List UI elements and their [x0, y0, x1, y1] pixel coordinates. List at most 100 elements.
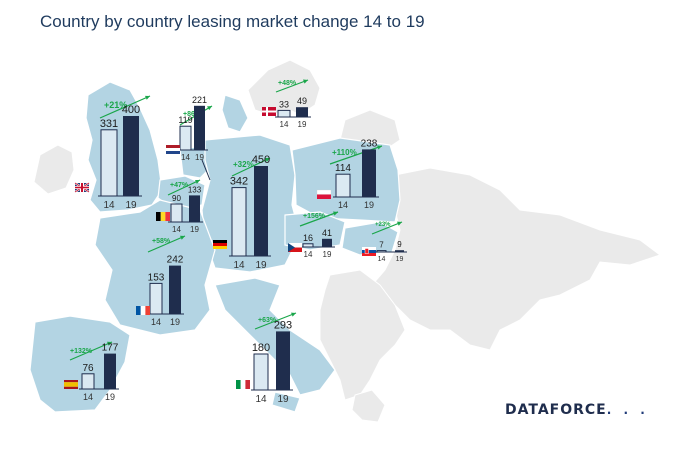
growth-arrow-belgium: [167, 179, 201, 196]
growth-arrow-uk: [99, 95, 151, 119]
change-label-uk: +21%: [104, 100, 127, 110]
growth-arrow-head-netherlands: [207, 106, 212, 111]
country-chart-czech: +156% 16 14 41 19: [288, 211, 339, 259]
year-label-france-19: 19: [170, 317, 180, 327]
country-charts: +21% 331 14 400 19 +86%119 14 221 19 +48% 33 14 49 19…: [64, 79, 407, 405]
value-label-denmark-14: 33: [279, 99, 289, 109]
change-label-france: +58%: [152, 238, 171, 245]
country-chart-poland: +110% 114 14 238 19: [316, 138, 383, 210]
country-chart-italy: +63% 180 14 293 19: [236, 312, 297, 405]
year-label-denmark-19: 19: [298, 120, 307, 129]
poland-flag-icon: [316, 189, 332, 199]
country-chart-uk: +21% 331 14 400 19: [74, 95, 151, 211]
year-label-slovakia-19: 19: [396, 256, 404, 263]
bar-belgium-19: [189, 195, 200, 222]
other-land: [33, 59, 662, 423]
value-label-denmark-19: 49: [297, 96, 307, 106]
dataforce-logo: DATAFORCE. . .: [505, 402, 649, 418]
growth-arrow-spain: [69, 341, 113, 361]
value-label-slovakia-14: 7: [379, 241, 384, 250]
logo-dots: . . .: [606, 403, 649, 417]
value-label-spain-19: 177: [102, 343, 119, 354]
bar-spain-19: [104, 353, 116, 389]
country-chart-germany: +32% 342 14 450 19: [213, 154, 271, 271]
value-label-czech-14: 16: [303, 233, 313, 243]
bar-poland-14: [335, 173, 351, 198]
growth-arrow-head-uk: [145, 95, 150, 100]
value-label-poland-19: 238: [361, 138, 378, 149]
year-label-belgium-14: 14: [172, 225, 181, 234]
growth-arrow-czech: [299, 211, 339, 227]
belgium-flag-icon: [156, 212, 170, 221]
sicily-land: [271, 391, 301, 413]
bar-italy-19: [276, 331, 290, 390]
bar-belgium-14: [170, 203, 183, 223]
value-label-france-19: 242: [167, 255, 184, 266]
growth-arrow-head-poland: [377, 145, 382, 150]
germany-flag-icon: [213, 240, 227, 249]
year-label-germany-19: 19: [255, 260, 267, 271]
bar-spain-14: [81, 373, 95, 390]
bar-denmark-14: [277, 109, 291, 118]
growth-arrow-germany: [231, 157, 271, 177]
year-label-spain-19: 19: [105, 392, 115, 402]
year-label-uk-14: 14: [103, 200, 115, 211]
year-label-poland-19: 19: [364, 200, 374, 210]
value-label-netherlands-19: 221: [192, 95, 207, 105]
italy-land: [214, 277, 336, 396]
ireland-land: [33, 144, 75, 195]
bar-slovakia-19: [395, 250, 404, 252]
change-label-italy: +63%: [258, 317, 277, 324]
czech-flag-icon: [288, 243, 302, 252]
bar-uk-14: [100, 129, 118, 197]
bar-netherlands-14: [179, 125, 192, 151]
logo-text: DATAFORCE: [505, 402, 607, 418]
year-label-czech-14: 14: [304, 250, 313, 259]
year-label-netherlands-19: 19: [195, 153, 204, 162]
change-label-poland: +110%: [332, 148, 357, 157]
chart-title: Country by country leasing market change…: [40, 12, 425, 31]
value-label-netherlands-14: 119: [178, 115, 192, 125]
bar-czech-19: [322, 238, 332, 247]
year-label-spain-14: 14: [83, 392, 93, 402]
change-label-slovakia: +23%: [375, 222, 391, 228]
value-label-czech-19: 41: [322, 228, 332, 238]
growth-arrow-head-france: [180, 235, 185, 240]
value-label-belgium-19: 133: [188, 185, 202, 194]
italy-flag-icon: [236, 380, 250, 389]
change-label-spain: +132%: [70, 348, 93, 355]
denmark-land: [221, 94, 249, 133]
year-label-france-14: 14: [151, 317, 161, 327]
netherlands-flag-icon: [166, 145, 180, 154]
greece-land: [351, 389, 386, 423]
growth-arrow-head-belgium: [195, 179, 200, 184]
bar-poland-19: [362, 149, 376, 197]
bar-germany-19: [254, 166, 268, 256]
country-chart-france: +58% 153 14 242 19: [136, 235, 186, 327]
country-chart-belgium: +47% 90 14 133 19: [156, 179, 203, 234]
year-label-belgium-19: 19: [190, 225, 199, 234]
france-flag-icon: [136, 306, 150, 315]
change-label-denmark: +48%: [278, 80, 297, 87]
growth-arrow-denmark: [275, 79, 309, 93]
growth-arrow-italy: [254, 312, 297, 330]
growth-arrow-head-germany: [265, 157, 270, 162]
growth-arrow-head-slovakia: [397, 221, 402, 226]
year-label-denmark-14: 14: [280, 120, 289, 129]
eastern-europe-land: [371, 167, 662, 351]
bar-france-14: [149, 282, 163, 315]
value-label-italy-19: 293: [274, 319, 292, 331]
growth-arrow-poland: [329, 145, 383, 165]
country-chart-spain: +132% 76 14 177 19: [64, 341, 119, 402]
year-label-poland-14: 14: [338, 200, 348, 210]
value-label-uk-19: 400: [122, 104, 140, 116]
bar-france-19: [169, 265, 181, 314]
germany-land: [201, 134, 301, 273]
change-label-czech: +156%: [303, 213, 326, 220]
value-label-poland-14: 114: [335, 163, 351, 174]
country-chart-slovakia: +23% 7 14 9 19: [362, 221, 407, 263]
value-label-spain-14: 76: [82, 363, 94, 374]
year-label-netherlands-14: 14: [181, 153, 190, 162]
slovakia-flag-icon: [362, 247, 376, 256]
